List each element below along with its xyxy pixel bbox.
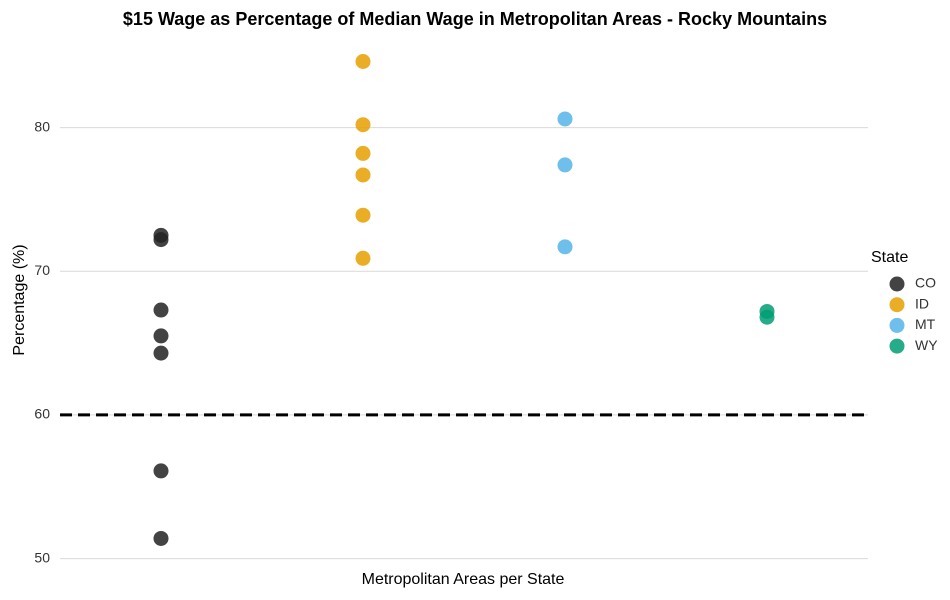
legend-label: CO xyxy=(915,275,936,291)
point xyxy=(557,157,573,173)
y-tick-label: 70 xyxy=(34,262,50,278)
point xyxy=(355,117,371,133)
y-tick-label: 60 xyxy=(34,406,50,422)
point xyxy=(355,145,371,161)
point xyxy=(153,232,169,248)
legend-swatch xyxy=(889,338,905,354)
point xyxy=(153,302,169,318)
legend-label: WY xyxy=(915,337,938,353)
legend-title: State xyxy=(871,249,908,266)
legend-label: MT xyxy=(915,316,936,332)
y-tick-label: 80 xyxy=(34,118,50,134)
point xyxy=(355,53,371,69)
legend-label: ID xyxy=(915,295,929,311)
point xyxy=(153,463,169,479)
x-axis-title: Metropolitan Areas per State xyxy=(362,571,565,588)
point xyxy=(759,309,775,325)
point xyxy=(355,250,371,266)
point xyxy=(557,111,573,127)
point xyxy=(557,239,573,255)
point xyxy=(355,207,371,223)
legend-swatch xyxy=(889,276,905,292)
legend-swatch xyxy=(889,317,905,333)
y-tick-label: 50 xyxy=(34,549,50,565)
point xyxy=(153,328,169,344)
legend-swatch xyxy=(889,297,905,313)
point xyxy=(153,345,169,361)
y-axis-title: Percentage (%) xyxy=(11,244,28,355)
point xyxy=(355,167,371,183)
chart-title: $15 Wage as Percentage of Median Wage in… xyxy=(123,9,827,29)
point xyxy=(153,530,169,546)
